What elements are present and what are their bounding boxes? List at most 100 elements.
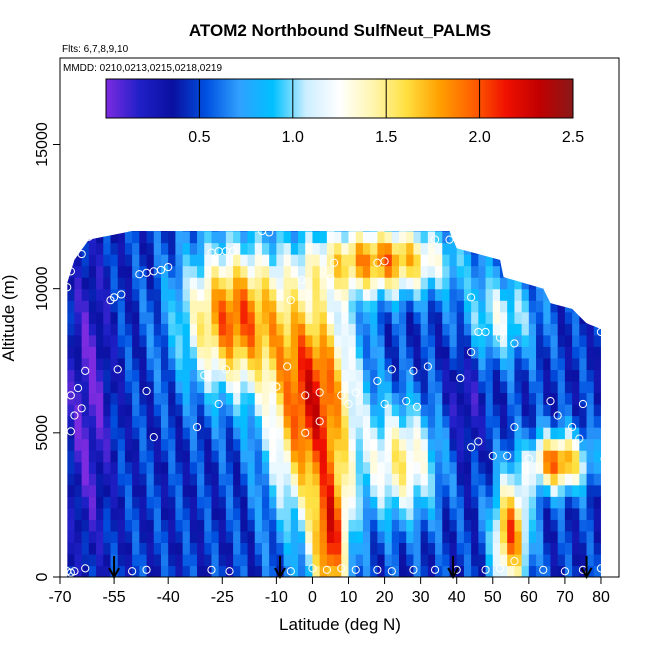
heatmap-cell bbox=[341, 334, 350, 347]
heatmap-cell bbox=[557, 473, 566, 486]
heatmap-cell bbox=[240, 334, 249, 347]
heatmap-cell bbox=[355, 334, 364, 347]
heatmap-cell bbox=[593, 323, 601, 336]
heatmap-cell bbox=[67, 380, 76, 394]
heatmap-cell bbox=[312, 404, 321, 417]
heatmap-cell bbox=[319, 369, 328, 382]
heatmap-cell bbox=[88, 565, 97, 577]
heatmap-cell bbox=[449, 461, 458, 474]
heatmap-cell bbox=[290, 254, 299, 267]
heatmap-cell bbox=[240, 519, 249, 532]
heatmap-cell bbox=[110, 300, 119, 313]
heatmap-cell bbox=[283, 484, 292, 497]
heatmap-cell bbox=[463, 231, 472, 232]
heatmap-cell bbox=[189, 288, 198, 301]
heatmap-cell bbox=[355, 415, 364, 428]
heatmap-cell bbox=[290, 277, 299, 290]
heatmap-cell bbox=[543, 450, 552, 463]
heatmap-cell bbox=[406, 438, 415, 451]
heatmap-cell bbox=[225, 427, 234, 440]
heatmap-cell bbox=[507, 311, 516, 324]
heatmap-cell bbox=[225, 530, 234, 543]
heatmap-cell bbox=[399, 404, 407, 417]
heatmap-cell bbox=[514, 242, 523, 255]
x-tick-label: -25 bbox=[211, 589, 234, 606]
heatmap-cell bbox=[413, 277, 422, 290]
heatmap-cell bbox=[298, 254, 306, 267]
heatmap-cell bbox=[370, 265, 378, 278]
heatmap-cell bbox=[593, 369, 601, 382]
heatmap-cell bbox=[247, 334, 256, 347]
heatmap-cell bbox=[225, 231, 234, 232]
data-point bbox=[488, 451, 497, 460]
data-point bbox=[387, 567, 396, 576]
heatmap-cell bbox=[283, 542, 292, 555]
heatmap-cell bbox=[370, 427, 378, 440]
heatmap-cell bbox=[254, 380, 263, 394]
heatmap-cell bbox=[290, 323, 299, 336]
heatmap-cell bbox=[362, 288, 371, 301]
heatmap-cell bbox=[543, 369, 552, 382]
heatmap-cell bbox=[117, 254, 126, 267]
heatmap-cell bbox=[218, 277, 227, 290]
flights-note: Flts: 6,7,8,9,10 bbox=[62, 44, 129, 55]
heatmap-cell bbox=[362, 231, 371, 244]
heatmap-cell bbox=[254, 404, 263, 417]
heatmap-cell bbox=[117, 404, 126, 417]
heatmap-cell bbox=[88, 519, 97, 532]
heatmap-cell bbox=[96, 231, 104, 244]
heatmap-cell bbox=[153, 300, 162, 313]
heatmap-cell bbox=[74, 461, 83, 474]
heatmap-cell bbox=[341, 404, 350, 417]
heatmap-cell bbox=[427, 415, 436, 428]
heatmap-cell bbox=[550, 380, 559, 394]
heatmap-cell bbox=[370, 323, 378, 336]
heatmap-cell bbox=[168, 473, 177, 486]
heatmap-cell bbox=[463, 323, 472, 336]
heatmap-cell bbox=[254, 461, 263, 474]
heatmap-cell bbox=[197, 323, 205, 336]
heatmap-cell bbox=[261, 461, 270, 474]
heatmap-cell bbox=[399, 519, 407, 532]
heatmap-cell bbox=[377, 507, 386, 520]
heatmap-cell bbox=[261, 288, 270, 301]
heatmap-cell bbox=[586, 231, 595, 232]
heatmap-cell bbox=[254, 311, 263, 324]
heatmap-cell bbox=[485, 380, 494, 394]
heatmap-cell bbox=[96, 519, 104, 532]
data-point bbox=[575, 434, 584, 443]
heatmap-cell bbox=[334, 380, 342, 394]
heatmap-cell bbox=[420, 519, 429, 532]
heatmap-cell bbox=[211, 231, 220, 244]
heatmap-cell bbox=[96, 484, 104, 497]
heatmap-cell bbox=[175, 392, 184, 405]
heatmap-cell bbox=[514, 300, 523, 313]
heatmap-cell bbox=[471, 415, 479, 428]
heatmap-cell bbox=[600, 288, 601, 301]
heatmap-cell bbox=[182, 380, 191, 394]
heatmap-cell bbox=[110, 496, 119, 509]
heatmap-cell bbox=[449, 427, 458, 440]
heatmap-cell bbox=[463, 334, 472, 347]
heatmap-cell bbox=[189, 380, 198, 394]
heatmap-cell bbox=[384, 496, 393, 509]
heatmap-cell bbox=[341, 565, 350, 577]
y-tick-label: 10000 bbox=[34, 266, 51, 311]
heatmap-cell bbox=[160, 380, 169, 394]
heatmap-cell bbox=[132, 300, 140, 313]
heatmap-cell bbox=[218, 542, 227, 555]
heatmap-cell bbox=[348, 450, 357, 463]
heatmap-cell bbox=[550, 473, 559, 486]
heatmap-cell bbox=[507, 231, 516, 244]
heatmap-cell bbox=[435, 231, 443, 232]
heatmap-cell bbox=[298, 242, 306, 255]
heatmap-cell bbox=[456, 404, 465, 417]
heatmap-cell bbox=[175, 334, 184, 347]
heatmap-cell bbox=[399, 507, 407, 520]
heatmap-cell bbox=[593, 496, 601, 509]
heatmap-cell bbox=[427, 346, 436, 359]
heatmap-cell bbox=[586, 231, 595, 244]
heatmap-cell bbox=[449, 496, 458, 509]
heatmap-cell bbox=[326, 565, 335, 577]
heatmap-cell bbox=[240, 231, 249, 244]
